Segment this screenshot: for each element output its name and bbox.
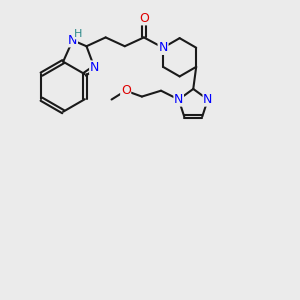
Text: N: N [68, 34, 77, 47]
Text: O: O [139, 12, 149, 25]
Text: N: N [158, 41, 168, 54]
Text: N: N [90, 61, 99, 74]
Text: H: H [74, 29, 82, 39]
Text: O: O [121, 84, 130, 97]
Text: N: N [174, 93, 183, 106]
Text: N: N [158, 41, 168, 54]
Text: N: N [203, 93, 212, 106]
